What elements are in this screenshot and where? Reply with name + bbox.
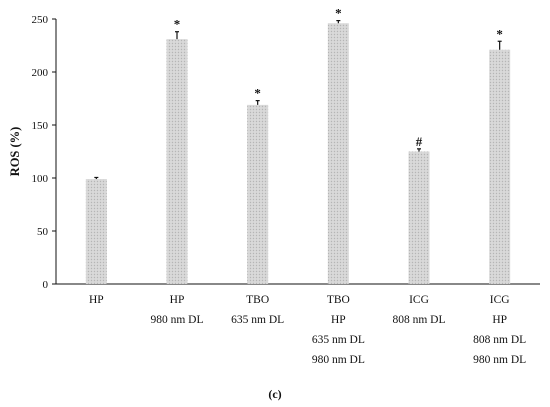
bars: * * * # * [85,6,511,285]
significance-mark: * [174,17,181,32]
bar [408,151,430,284]
category-label: 808 nm DL [392,314,445,326]
bar [247,104,269,284]
y-tick-label: 100 [32,173,49,185]
category-label: TBO [327,294,350,306]
category-label: HP [170,294,185,306]
y-axis: 0 50 100 150 200 250 [32,14,57,291]
significance-mark: * [335,6,342,21]
significance-mark: # [416,134,423,149]
bar [489,49,511,284]
category-label: TBO [246,294,269,306]
category-label: 808 nm DL [473,334,526,346]
category-label: 980 nm DL [150,314,203,326]
panel-label: (c) [268,387,281,401]
category-label: HP [331,314,346,326]
y-tick-label: 0 [43,279,49,291]
category-label: 980 nm DL [473,354,526,366]
significance-mark: * [496,26,503,41]
category-label: 635 nm DL [231,314,284,326]
category-labels: HP HP 980 nm DL TBO 635 nm DL TBO HP 635 nm DL 9… [89,294,526,366]
bar [327,23,349,285]
bar [166,39,188,284]
significance-mark: * [254,86,261,101]
y-axis-label: ROS (%) [8,127,22,177]
y-tick-label: 200 [32,67,49,79]
category-label: ICG [409,294,429,306]
y-tick-label: 250 [32,14,49,26]
category-label: HP [492,314,507,326]
y-tick-label: 150 [32,120,49,132]
y-tick-label: 50 [37,226,49,238]
bar [85,179,107,284]
category-label: ICG [490,294,510,306]
category-label: HP [89,294,104,306]
category-label: 980 nm DL [312,354,365,366]
category-label: 635 nm DL [312,334,365,346]
